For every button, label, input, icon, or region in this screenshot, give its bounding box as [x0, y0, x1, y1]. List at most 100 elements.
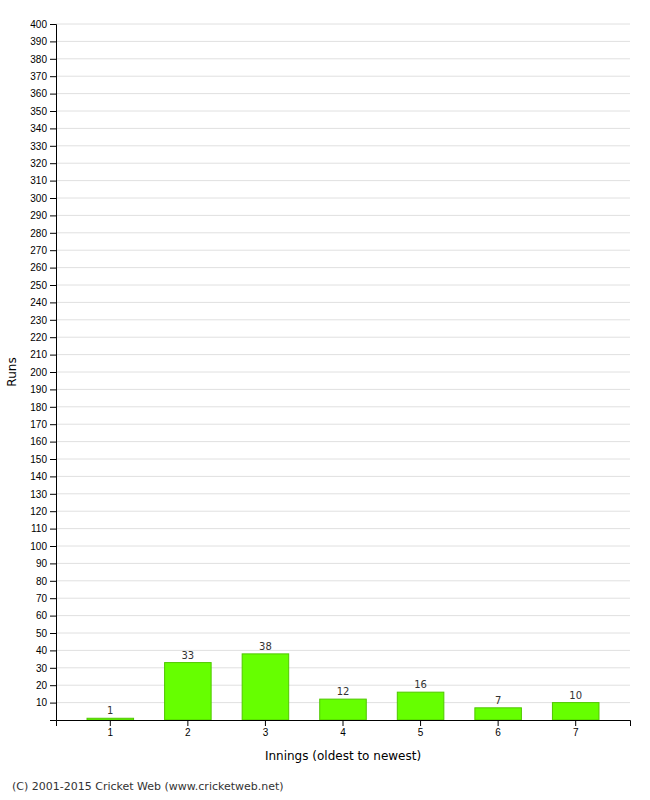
y-axis-title: Runs — [5, 357, 19, 386]
y-tick-mark — [50, 529, 56, 530]
y-tick: 250 — [30, 280, 56, 291]
y-tick-label: 40 — [36, 645, 48, 656]
grid-line — [56, 58, 630, 59]
grid-line — [56, 198, 630, 199]
grid-line — [56, 493, 630, 494]
y-tick: 290 — [30, 210, 56, 221]
y-tick-mark — [50, 459, 56, 460]
data-label: 1 — [107, 705, 113, 716]
grid-line — [56, 563, 630, 564]
y-tick: 310 — [30, 175, 56, 186]
data-label: 16 — [414, 679, 427, 690]
y-tick-mark — [50, 494, 56, 495]
grid — [56, 24, 630, 703]
y-tick: 280 — [30, 228, 56, 239]
y-tick-mark — [50, 215, 56, 216]
y-tick-label: 350 — [30, 106, 47, 117]
grid-line — [56, 528, 630, 529]
grid-line — [56, 372, 630, 373]
y-tick-mark — [50, 233, 56, 234]
x-tick: 7 — [573, 720, 579, 738]
y-tick-label: 130 — [30, 489, 47, 500]
y-tick-mark — [50, 76, 56, 77]
grid-line — [56, 41, 630, 42]
grid-line — [56, 215, 630, 216]
y-tick: 300 — [30, 193, 56, 204]
y-tick-label: 110 — [31, 523, 47, 534]
y-tick: 50 — [36, 628, 56, 639]
data-label: 10 — [569, 690, 582, 701]
bar — [87, 718, 134, 720]
y-tick: 200 — [30, 367, 56, 378]
y-tick: 160 — [30, 436, 56, 447]
grid-line — [56, 650, 630, 651]
y-tick-label: 160 — [30, 436, 47, 447]
y-tick-label: 120 — [30, 506, 47, 517]
y-tick-label: 200 — [30, 367, 47, 378]
y-tick-mark — [50, 163, 56, 164]
x-tick-mark — [575, 720, 576, 726]
y-tick-label: 260 — [30, 262, 47, 273]
y-tick-label: 310 — [30, 175, 47, 186]
y-tick: 90 — [36, 558, 56, 569]
bar — [475, 708, 522, 720]
y-tick: 40 — [36, 645, 56, 656]
y-tick: 190 — [30, 384, 56, 395]
x-tick-mark — [265, 720, 266, 726]
y-tick-label: 240 — [30, 297, 47, 308]
x-tick-label: 3 — [263, 727, 269, 738]
y-tick-mark — [50, 633, 56, 634]
y-tick-mark — [50, 285, 56, 286]
y-tick: 270 — [30, 245, 56, 256]
y-tick-label: 60 — [36, 610, 48, 621]
grid-line — [56, 337, 630, 338]
x-tick-label: 2 — [185, 727, 191, 738]
y-tick-label: 280 — [30, 228, 47, 239]
grid-line — [56, 406, 630, 407]
y-tick: 10 — [36, 697, 56, 708]
y-tick-mark — [50, 407, 56, 408]
y-tick-label: 190 — [30, 384, 47, 395]
data-label: 33 — [181, 650, 194, 661]
y-tick: 120 — [30, 506, 56, 517]
x-tick-mark — [343, 720, 344, 726]
y-tick-mark — [50, 111, 56, 112]
y-tick-mark — [50, 268, 56, 269]
y-tick-mark — [50, 650, 56, 651]
y-tick-mark — [50, 94, 56, 95]
y-tick-label: 100 — [30, 541, 47, 552]
x-tick: 4 — [340, 720, 346, 738]
data-label: 7 — [495, 695, 501, 706]
y-tick: 400 — [30, 19, 56, 30]
y-tick-label: 400 — [30, 19, 47, 30]
grid-line — [56, 232, 630, 233]
y-tick: 340 — [30, 123, 56, 134]
y-tick: 170 — [30, 419, 56, 430]
plot: 1234567102030405060708090100110120130140… — [30, 19, 630, 738]
grid-line — [56, 424, 630, 425]
y-tick: 360 — [30, 88, 56, 99]
y-tick-mark — [50, 146, 56, 147]
y-tick: 80 — [36, 576, 56, 587]
data-labels: 133381216710 — [107, 641, 582, 716]
bars — [87, 654, 599, 720]
y-tick-label: 390 — [30, 36, 47, 47]
y-tick-mark — [50, 511, 56, 512]
x-tick: 1 — [108, 720, 114, 738]
y-tick-mark — [50, 372, 56, 373]
grid-line — [56, 76, 630, 77]
grid-line — [56, 250, 630, 251]
y-tick-mark — [50, 563, 56, 564]
grid-line — [56, 145, 630, 146]
y-tick-mark — [50, 337, 56, 338]
y-tick-mark — [50, 181, 56, 182]
y-tick-label: 360 — [30, 88, 47, 99]
y-tick-label: 140 — [30, 471, 47, 482]
grid-line — [56, 285, 630, 286]
x-tick-mark — [110, 720, 111, 726]
y-tick-mark — [50, 250, 56, 251]
grid-line — [56, 319, 630, 320]
x-tick-label: 1 — [108, 727, 114, 738]
x-tick-mark — [420, 720, 421, 726]
grid-line — [56, 389, 630, 390]
